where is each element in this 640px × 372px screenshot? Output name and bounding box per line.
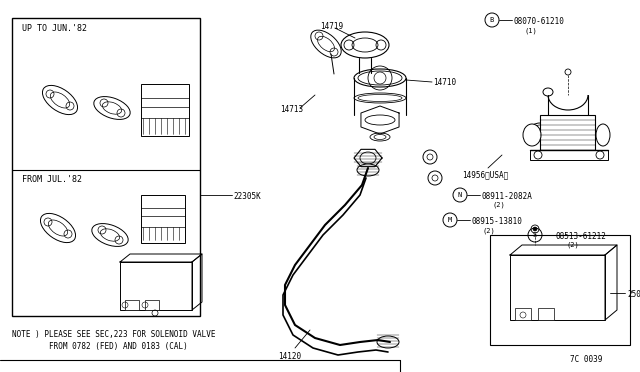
Bar bbox=[145, 300, 159, 310]
Bar bbox=[540, 115, 595, 155]
Text: B: B bbox=[490, 17, 494, 23]
Text: 14719: 14719 bbox=[320, 22, 343, 31]
Text: 08915-13810: 08915-13810 bbox=[472, 217, 523, 226]
Ellipse shape bbox=[377, 336, 399, 348]
Ellipse shape bbox=[360, 152, 376, 164]
Text: 08911-2082A: 08911-2082A bbox=[482, 192, 533, 201]
Text: UP TO JUN.'82: UP TO JUN.'82 bbox=[22, 24, 87, 33]
Text: 14710: 14710 bbox=[433, 78, 456, 87]
Bar bbox=[12, 18, 200, 316]
Text: M: M bbox=[448, 217, 452, 223]
Ellipse shape bbox=[357, 164, 379, 176]
Ellipse shape bbox=[354, 69, 406, 87]
Text: (2): (2) bbox=[492, 202, 505, 208]
Text: 08070-61210: 08070-61210 bbox=[514, 17, 565, 26]
Bar bbox=[125, 300, 139, 310]
Text: (2): (2) bbox=[482, 227, 495, 234]
Ellipse shape bbox=[523, 124, 541, 146]
Bar bbox=[538, 308, 554, 320]
Ellipse shape bbox=[530, 123, 550, 137]
Text: (2): (2) bbox=[566, 242, 579, 248]
Text: 14713: 14713 bbox=[280, 105, 303, 114]
Bar bbox=[530, 150, 608, 160]
Text: FROM JUL.'82: FROM JUL.'82 bbox=[22, 175, 82, 184]
Ellipse shape bbox=[365, 115, 395, 125]
Text: S: S bbox=[533, 232, 537, 238]
Text: (1): (1) bbox=[524, 27, 537, 33]
Ellipse shape bbox=[543, 88, 553, 96]
Text: 14120: 14120 bbox=[278, 352, 301, 361]
Bar bbox=[515, 308, 531, 320]
Text: FROM 0782 (FED) AND 0183 (CAL): FROM 0782 (FED) AND 0183 (CAL) bbox=[12, 342, 188, 351]
Text: 14956〈USA〉: 14956〈USA〉 bbox=[462, 170, 508, 179]
Ellipse shape bbox=[370, 133, 390, 141]
Bar bbox=[510, 255, 605, 320]
Ellipse shape bbox=[354, 93, 406, 103]
Bar bbox=[141, 195, 185, 243]
Circle shape bbox=[533, 227, 537, 231]
Text: NOTE ) PLEASE SEE SEC,223 FOR SOLENOID VALVE: NOTE ) PLEASE SEE SEC,223 FOR SOLENOID V… bbox=[12, 330, 216, 339]
Bar bbox=[490, 235, 630, 345]
Text: 7C 0039: 7C 0039 bbox=[570, 355, 602, 364]
Bar bbox=[120, 262, 192, 310]
Bar bbox=[141, 84, 189, 136]
Text: 08513-61212: 08513-61212 bbox=[556, 232, 607, 241]
Text: 25024: 25024 bbox=[627, 290, 640, 299]
Text: N: N bbox=[458, 192, 462, 198]
Ellipse shape bbox=[352, 38, 378, 52]
Ellipse shape bbox=[596, 124, 610, 146]
Text: 22305K: 22305K bbox=[233, 192, 260, 201]
